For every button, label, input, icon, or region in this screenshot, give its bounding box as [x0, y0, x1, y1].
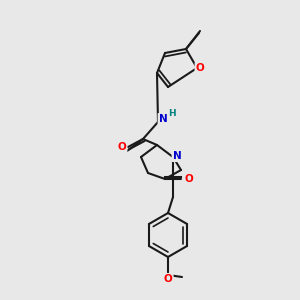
- Text: O: O: [118, 142, 126, 152]
- Text: O: O: [164, 276, 172, 286]
- Text: O: O: [164, 274, 172, 284]
- Text: N: N: [159, 114, 167, 124]
- Text: H: H: [168, 110, 176, 118]
- Text: O: O: [184, 174, 194, 184]
- Text: N: N: [172, 151, 182, 161]
- Text: O: O: [196, 63, 204, 73]
